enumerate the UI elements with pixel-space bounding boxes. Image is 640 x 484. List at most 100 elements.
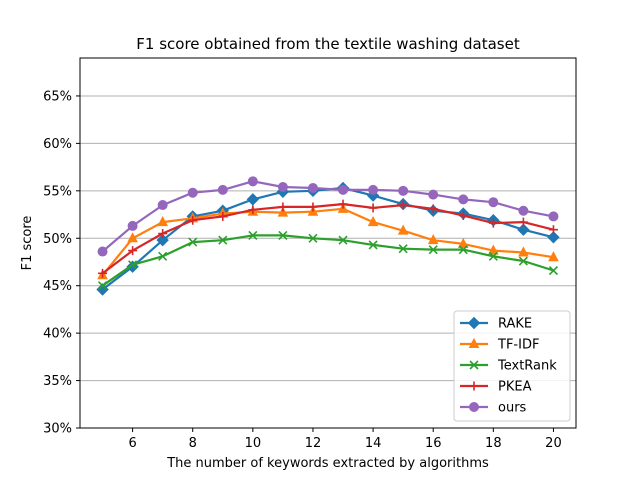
- legend-label: TextRank: [497, 359, 557, 374]
- data-point-rake: [96, 283, 109, 296]
- legend-label: ours: [498, 401, 527, 416]
- data-point-rake: [517, 223, 530, 236]
- y-tick-label: 65%: [43, 89, 72, 104]
- data-point-tf-idf: [277, 206, 289, 217]
- data-point-textrank: [488, 251, 498, 261]
- data-point-pkea: [128, 246, 138, 256]
- data-point-pkea: [548, 225, 558, 235]
- data-point-textrank: [218, 235, 228, 245]
- data-point-ours: [277, 182, 288, 193]
- data-point-pkea: [428, 204, 438, 214]
- data-point-tf-idf: [457, 237, 469, 248]
- series-layer: [96, 176, 560, 296]
- data-point-textrank: [248, 230, 258, 240]
- y-tick-label: 30%: [43, 422, 72, 437]
- data-point-pkea: [278, 202, 288, 212]
- data-point-ours: [458, 194, 469, 205]
- series-line-tf-idf: [101, 207, 554, 276]
- data-point-textrank: [338, 235, 348, 245]
- data-point-tf-idf: [367, 216, 379, 227]
- data-point-textrank: [97, 281, 108, 291]
- data-point-tf-idf: [397, 224, 409, 235]
- x-tick-label: 12: [305, 436, 322, 451]
- y-tick-label: 55%: [43, 184, 72, 199]
- y-tick-label: 45%: [43, 279, 72, 294]
- data-point-rake: [156, 233, 169, 247]
- data-point-tf-idf: [488, 244, 499, 255]
- x-tick-label: 16: [425, 436, 442, 451]
- data-point-tf-idf: [518, 246, 529, 257]
- y-tick-label: 40%: [43, 327, 72, 342]
- data-point-pkea: [338, 199, 348, 209]
- data-point-pkea: [368, 203, 378, 213]
- series-pkea: [98, 199, 558, 278]
- data-point-ours: [428, 189, 439, 200]
- chart-title: F1 score obtained from the textile washi…: [136, 35, 520, 53]
- data-point-pkea: [458, 210, 468, 220]
- axis-ticks: 30% 35% 40% 45% 50% 55% 60% 65% 6 8 10 12 14 16 18 20: [43, 89, 562, 451]
- legend-item-textrank: TextRank: [460, 359, 557, 374]
- data-point-textrank: [398, 244, 408, 254]
- legend: RAKE TF-IDF TextRank PKEA ours: [453, 310, 571, 422]
- data-point-pkea: [158, 229, 168, 239]
- legend-marker: [469, 360, 479, 370]
- legend-box: [453, 310, 571, 422]
- y-axis-label: F1 score: [20, 216, 35, 271]
- data-point-pkea: [248, 205, 258, 215]
- data-point-ours: [518, 205, 529, 216]
- x-tick-label: 14: [365, 436, 382, 451]
- data-point-tf-idf: [427, 234, 439, 245]
- data-point-pkea: [398, 200, 408, 210]
- data-point-ours: [338, 184, 349, 195]
- data-point-textrank: [368, 240, 378, 250]
- data-point-pkea: [218, 211, 228, 221]
- data-point-textrank: [188, 237, 198, 247]
- series-textrank: [97, 230, 559, 291]
- data-point-ours: [307, 182, 318, 193]
- data-point-ours: [247, 176, 258, 187]
- data-point-pkea: [308, 202, 318, 212]
- x-axis-label: The number of keywords extracted by algo…: [166, 456, 489, 471]
- legend-label: RAKE: [498, 317, 532, 332]
- data-point-pkea: [518, 217, 528, 227]
- data-point-textrank: [278, 230, 288, 240]
- legend-label: TF-IDF: [497, 338, 539, 353]
- data-point-ours: [548, 211, 559, 222]
- data-point-ours: [97, 246, 108, 257]
- data-point-tf-idf: [127, 232, 138, 243]
- data-point-pkea: [98, 268, 108, 278]
- series-line-pkea: [101, 203, 554, 275]
- data-point-textrank: [548, 265, 559, 276]
- x-tick-label: 18: [485, 436, 502, 451]
- data-point-ours: [488, 197, 499, 208]
- data-point-ours: [127, 220, 138, 231]
- y-tick-label: 60%: [43, 137, 72, 152]
- legend-marker: [468, 337, 480, 348]
- legend-label: PKEA: [498, 380, 532, 395]
- data-point-rake: [547, 231, 560, 244]
- legend-item-pkea: PKEA: [460, 380, 532, 395]
- y-tick-label: 50%: [43, 232, 72, 247]
- series-tf-idf: [97, 202, 559, 280]
- series-line-ours: [101, 180, 554, 253]
- legend-item-rake: RAKE: [460, 317, 532, 332]
- data-point-rake: [246, 193, 260, 206]
- series-line-textrank: [101, 234, 554, 287]
- legend-item-ours: ours: [460, 401, 527, 416]
- x-tick-label: 20: [545, 436, 562, 451]
- data-point-textrank: [158, 251, 168, 261]
- data-point-textrank: [308, 233, 318, 243]
- data-point-pkea: [488, 218, 498, 228]
- data-point-pkea: [188, 215, 198, 225]
- legend-marker: [467, 316, 481, 330]
- data-point-ours: [217, 184, 228, 195]
- data-point-textrank: [128, 260, 138, 270]
- data-point-ours: [157, 200, 168, 211]
- series-ours: [97, 176, 559, 257]
- data-point-ours: [398, 185, 409, 196]
- data-point-textrank: [518, 256, 528, 266]
- data-point-ours: [368, 184, 379, 195]
- data-point-tf-idf: [157, 216, 168, 227]
